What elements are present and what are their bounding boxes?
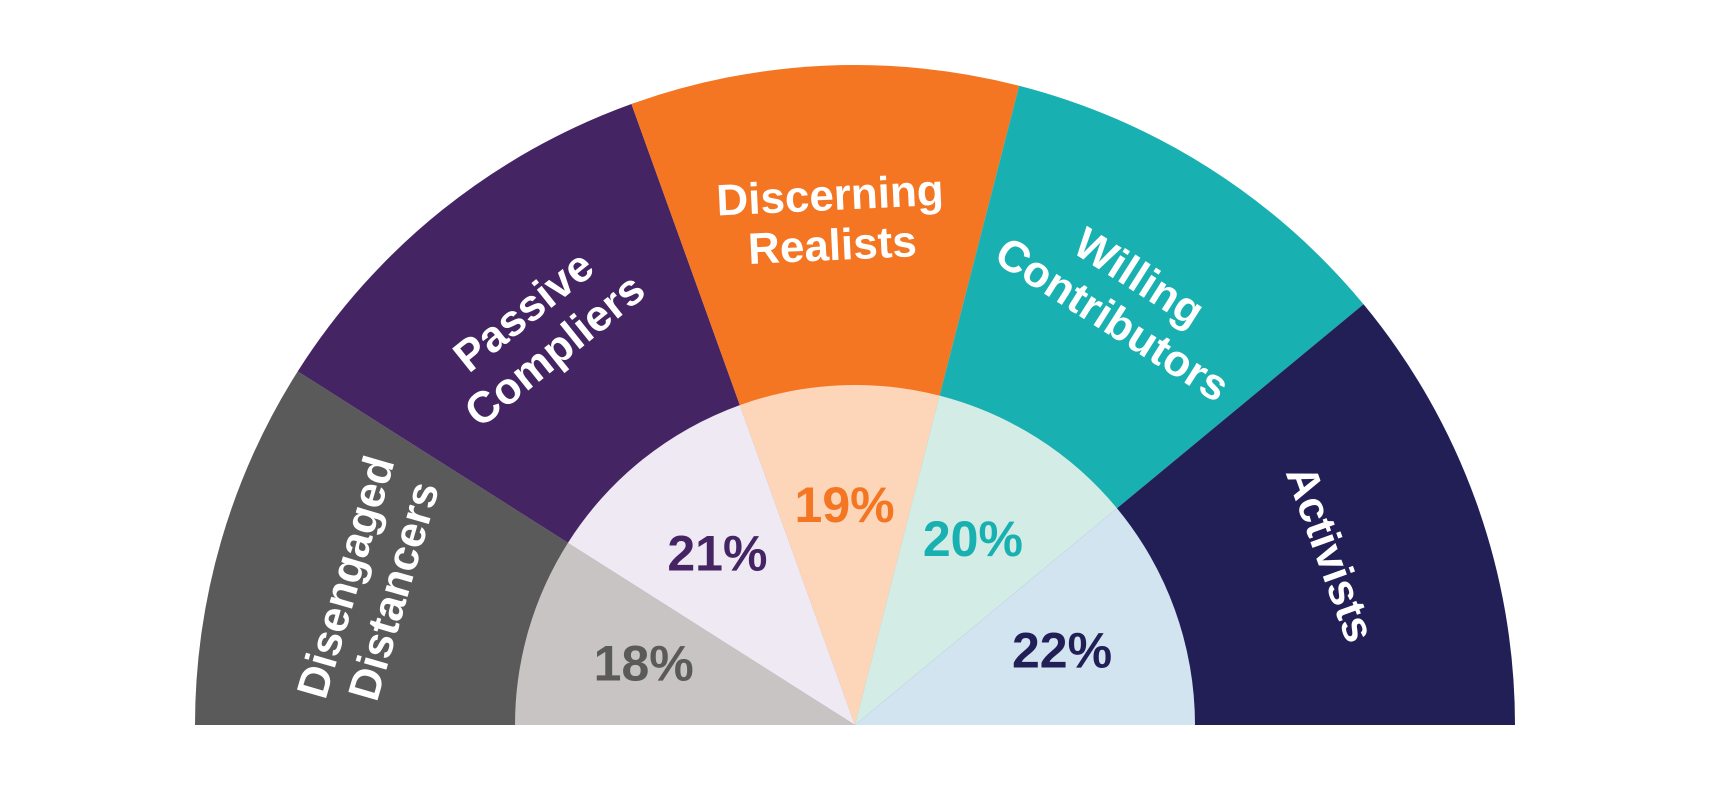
value-label-disengaged-distancers: 18% (594, 636, 694, 692)
value-label-activists: 22% (1012, 623, 1112, 679)
value-label-willing-contributors: 20% (923, 511, 1023, 567)
inner-segment-willing-contributors (855, 395, 1117, 725)
inner-segment-disengaged-distancers (515, 542, 855, 725)
value-label-passive-compliers: 21% (667, 525, 767, 581)
inner-segment-activists (855, 508, 1195, 725)
inner-segment-passive-compliers (567, 405, 855, 725)
category-label-line: Realists (747, 217, 918, 274)
category-label-line: Discerning (715, 166, 944, 226)
inner-segment-discerning-realists (739, 384, 940, 725)
category-label-discerning-realists: DiscerningRealists (715, 166, 947, 276)
value-label-discerning-realists: 19% (795, 477, 895, 533)
